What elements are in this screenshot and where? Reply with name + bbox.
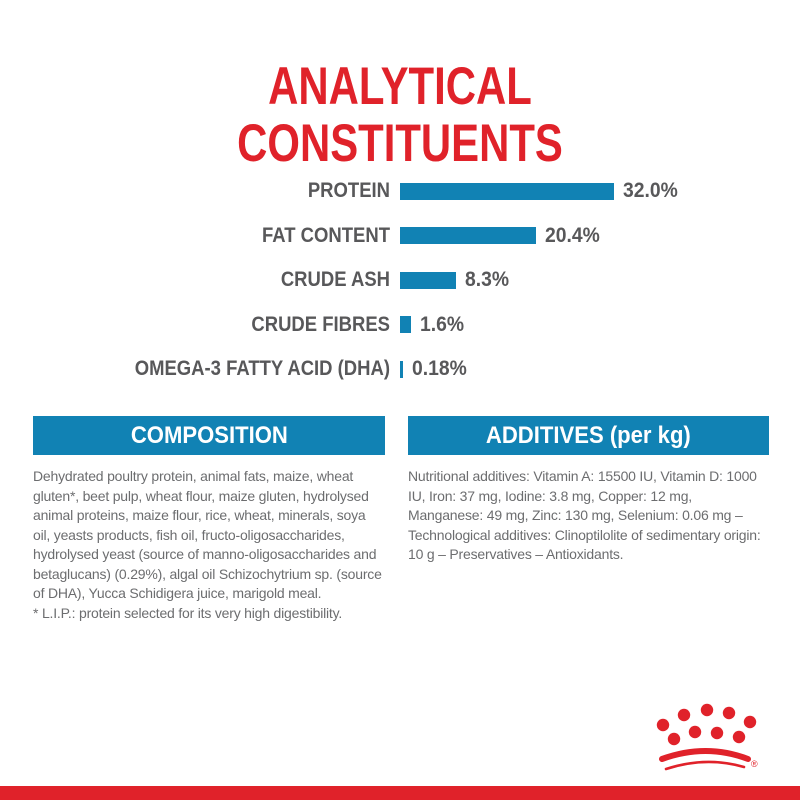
registered-trademark-icon: ®	[751, 759, 758, 769]
value-bar	[400, 227, 537, 245]
analytical-constituents-bar-chart: PROTEIN 32.0% FAT CONTENT 20.4% CRUDE ASH 8.3…	[0, 169, 800, 392]
value-bar	[400, 182, 614, 200]
chart-row: FAT CONTENT 20.4%	[0, 214, 800, 259]
bar-label: CRUDE FIBRES	[251, 312, 390, 336]
bar-value: 20.4%	[545, 223, 601, 247]
royal-canin-crown-logo: ®	[656, 703, 758, 771]
additives-section: ADDITIVES (per kg) Nutritional additives…	[408, 416, 769, 565]
bar-value: 32.0%	[623, 179, 678, 203]
chart-row: PROTEIN 32.0%	[0, 169, 800, 214]
crown-jewel-dots	[656, 703, 757, 746]
bottom-red-bar	[0, 786, 800, 800]
composition-header-label: COMPOSITION	[130, 421, 288, 449]
composition-section: COMPOSITION Dehydrated poultry protein, …	[33, 416, 385, 623]
additives-header-label: ADDITIVES (per kg)	[486, 421, 691, 449]
crown-swoosh	[659, 748, 751, 771]
chart-row: OMEGA-3 FATTY ACID (DHA) 0.18%	[0, 347, 800, 392]
value-bar	[400, 316, 411, 334]
additives-text: Nutritional additives: Vitamin A: 15500 …	[408, 468, 761, 562]
chart-row: CRUDE FIBRES 1.6%	[0, 303, 800, 348]
bar-value: 1.6%	[419, 312, 464, 336]
bar-label: FAT CONTENT	[262, 223, 390, 247]
value-bar	[400, 360, 403, 378]
value-bar	[400, 271, 456, 289]
bar-value: 0.18%	[412, 357, 467, 381]
composition-text: Dehydrated poultry protein, animal fats,…	[33, 468, 382, 601]
title-line-1: ANALYTICAL	[268, 56, 532, 116]
additives-header: ADDITIVES (per kg)	[408, 416, 769, 455]
additives-body: Nutritional additives: Vitamin A: 15500 …	[408, 467, 769, 565]
bar-label: OMEGA-3 FATTY ACID (DHA)	[134, 357, 390, 381]
bar-label: PROTEIN	[307, 179, 390, 203]
chart-row: CRUDE ASH 8.3%	[0, 258, 800, 303]
composition-header: COMPOSITION	[33, 416, 385, 455]
page-title: ANALYTICAL CONSTITUENTS	[0, 58, 800, 172]
composition-footnote: * L.I.P.: protein selected for its very …	[33, 604, 343, 621]
bar-label: CRUDE ASH	[280, 268, 390, 292]
bar-value: 8.3%	[464, 268, 509, 292]
composition-body: Dehydrated poultry protein, animal fats,…	[33, 467, 385, 623]
title-line-2: CONSTITUENTS	[237, 113, 563, 173]
